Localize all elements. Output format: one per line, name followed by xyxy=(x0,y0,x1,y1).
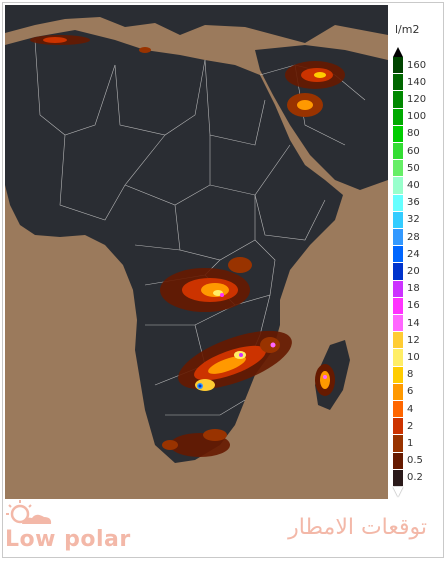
legend-tick-label: 40 xyxy=(407,180,420,191)
legend-swatch xyxy=(393,297,403,315)
footer xyxy=(3,500,441,556)
sun-cloud-icon xyxy=(6,500,52,524)
legend-tick-label: 8 xyxy=(407,369,414,381)
legend-tick-label: 24 xyxy=(407,248,420,260)
legend-swatch xyxy=(393,383,403,401)
precipitation-map xyxy=(5,5,388,499)
legend-tick-label: 16 xyxy=(407,300,420,312)
legend-swatch xyxy=(393,452,403,470)
color-legend: l/m2 160 140 120 100 80 60 50 40 36 32 28 24 20 18 16 1… xyxy=(389,5,439,499)
legend-tick-label: 4 xyxy=(407,403,414,415)
legend-swatch xyxy=(393,349,403,367)
legend-tick-label: 100 xyxy=(407,111,427,123)
legend-swatch xyxy=(393,211,403,229)
legend-top-arrow xyxy=(393,47,403,57)
legend-swatch xyxy=(393,143,403,161)
legend-tick-label: 1 xyxy=(407,438,414,449)
legend-bottom-arrow xyxy=(393,487,403,497)
legend-swatch xyxy=(393,418,403,436)
rain-central-africa xyxy=(160,257,252,312)
legend-unit: l/m2 xyxy=(395,23,420,36)
legend-swatch xyxy=(393,435,403,453)
legend-tick-label: 120 xyxy=(407,94,427,105)
legend-tick-label: 12 xyxy=(407,334,420,346)
legend-swatch xyxy=(393,280,403,298)
legend-swatch xyxy=(393,263,403,281)
legend-swatch xyxy=(393,108,403,126)
legend-tick-label: 28 xyxy=(407,231,420,243)
rain-south-africa xyxy=(162,429,230,457)
legend-swatch xyxy=(393,74,403,92)
legend-tick-label: 0.5 xyxy=(407,455,423,467)
legend-swatch xyxy=(393,229,403,247)
legend-swatch xyxy=(393,177,403,195)
legend-swatch xyxy=(393,246,403,264)
legend-swatch xyxy=(393,57,403,75)
rain-southern-band xyxy=(178,330,292,391)
legend-tick-label: 36 xyxy=(407,197,420,209)
legend-tick-label: 6 xyxy=(407,386,414,398)
brand-subtitle: توقعات الامطار xyxy=(288,515,427,540)
legend-tick-label: 10 xyxy=(407,352,420,363)
legend-swatch xyxy=(393,125,403,143)
rain-madagascar xyxy=(315,364,335,396)
legend-tick-label: 32 xyxy=(407,214,420,226)
legend-tick-label: 18 xyxy=(407,283,420,295)
legend-swatch xyxy=(393,469,403,487)
europe-landmass xyxy=(5,5,388,43)
legend-swatch xyxy=(393,194,403,212)
legend-swatch xyxy=(393,332,403,350)
legend-tick-label: 140 xyxy=(407,76,427,88)
legend-tick-label: 2 xyxy=(407,420,414,432)
legend-swatch xyxy=(393,160,403,178)
legend-tick-label: 80 xyxy=(407,128,420,140)
legend-tick-label: 0.2 xyxy=(407,472,423,484)
legend-swatch xyxy=(393,91,403,109)
brand-name: Low polar xyxy=(5,527,131,552)
rain-middle-east xyxy=(285,61,345,117)
legend-swatch xyxy=(393,315,403,333)
legend-tick-label: 160 xyxy=(407,59,427,71)
legend-swatch xyxy=(393,366,403,384)
legend-tick-label: 60 xyxy=(407,145,420,157)
legend-swatch xyxy=(393,401,403,419)
legend-tick-label: 50 xyxy=(407,162,420,174)
legend-tick-label: 14 xyxy=(407,317,420,329)
legend-tick-label: 20 xyxy=(407,266,420,277)
rain-north-africa xyxy=(30,35,151,53)
